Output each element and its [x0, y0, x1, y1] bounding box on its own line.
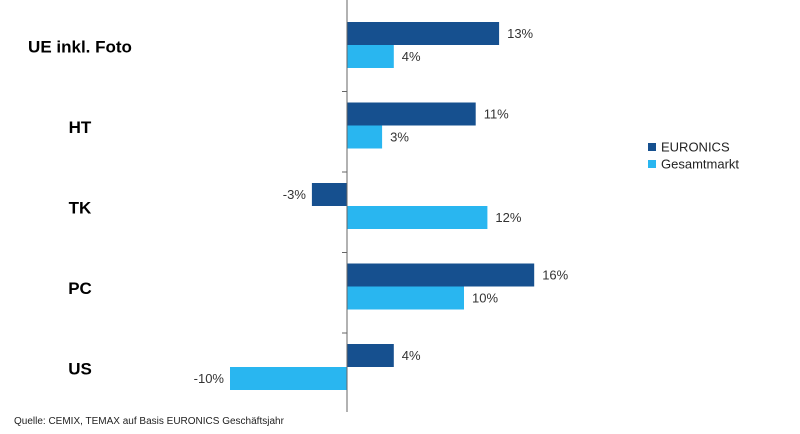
bar-euronics-1: [347, 102, 476, 126]
bar-euronics-0: [347, 22, 500, 45]
category-label: PC: [68, 279, 92, 298]
bar-gesamtmarkt-3: [347, 286, 464, 310]
value-labels-layer: 13% 4% 11% 3% -3% 12% 16% 10% 4% -10%: [194, 26, 569, 386]
value-label: 3%: [390, 129, 409, 144]
value-label: 13%: [507, 26, 533, 41]
bar-gesamtmarkt-4: [230, 367, 347, 390]
bar-gesamtmarkt-2: [347, 206, 488, 229]
category-label: US: [68, 359, 92, 378]
legend-swatch: [648, 143, 656, 151]
value-label: 4%: [402, 348, 421, 363]
category-label: UE inkl. Foto: [28, 37, 132, 56]
value-label: 4%: [402, 49, 421, 64]
legend: EURONICS Gesamtmarkt: [648, 139, 739, 171]
bar-gesamtmarkt-0: [347, 45, 394, 68]
value-label: 12%: [495, 210, 521, 225]
value-label: 11%: [484, 106, 509, 121]
legend-swatch: [648, 160, 656, 168]
value-label: -3%: [283, 187, 307, 202]
legend-label: Gesamtmarkt: [661, 156, 739, 171]
bar-euronics-4: [347, 344, 394, 367]
legend-label: EURONICS: [661, 139, 730, 154]
value-label: 10%: [472, 290, 498, 305]
bar-gesamtmarkt-1: [347, 125, 383, 149]
category-label: TK: [69, 198, 92, 217]
axis-ticks: [342, 91, 347, 334]
bar-euronics-3: [347, 263, 535, 287]
bars-layer: [230, 22, 535, 390]
source-note: Quelle: CEMIX, TEMAX auf Basis EURONICS …: [14, 416, 284, 427]
value-label: -10%: [194, 371, 225, 386]
category-labels-layer: UE inkl. Foto HT TK PC US: [28, 37, 132, 378]
category-label: HT: [69, 118, 92, 137]
bar-euronics-2: [311, 183, 347, 206]
value-label: 16%: [542, 267, 568, 282]
